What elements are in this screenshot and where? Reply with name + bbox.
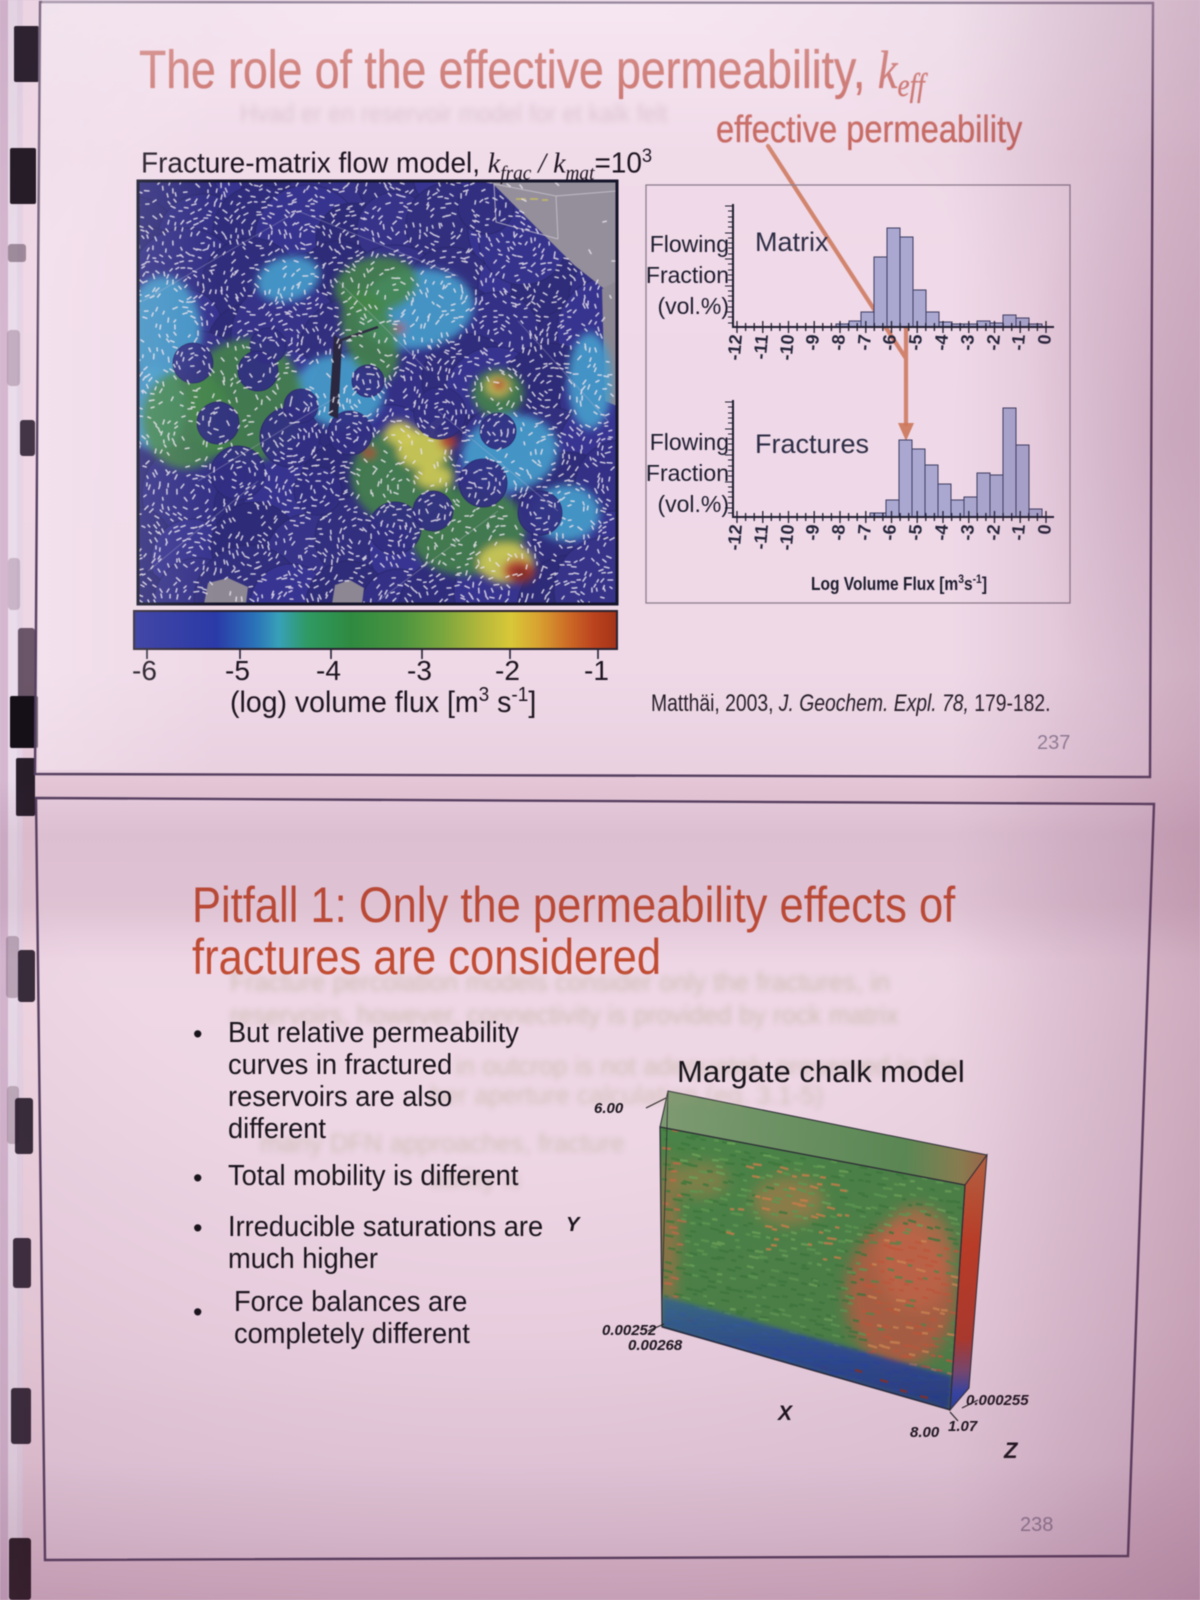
- svg-text:-9: -9: [802, 334, 823, 352]
- svg-text:-2: -2: [983, 334, 1004, 352]
- svg-text:-8: -8: [828, 524, 849, 542]
- svg-text:Flowing: Flowing: [650, 429, 729, 455]
- svg-text:-4: -4: [931, 524, 952, 542]
- svg-text:-10: -10: [776, 524, 798, 552]
- svg-text:-3: -3: [957, 524, 978, 542]
- svg-text:-9: -9: [802, 524, 823, 542]
- svg-text:-1: -1: [1008, 334, 1029, 352]
- svg-text:-12: -12: [724, 334, 746, 362]
- svg-text:0: 0: [1034, 524, 1055, 536]
- svg-text:-6: -6: [879, 334, 900, 352]
- svg-text:-10: -10: [776, 334, 798, 362]
- svg-text:-7: -7: [854, 334, 875, 352]
- svg-text:-8: -8: [828, 334, 849, 352]
- svg-text:-11: -11: [750, 524, 772, 551]
- svg-text:(vol.%): (vol.%): [657, 293, 729, 319]
- svg-text:Fractures: Fractures: [755, 429, 869, 459]
- svg-text:Log Volume Flux [m3s-1]: Log Volume Flux [m3s-1]: [811, 572, 987, 594]
- svg-text:Fraction: Fraction: [646, 460, 729, 486]
- svg-text:-12: -12: [724, 524, 746, 552]
- svg-text:-3: -3: [957, 334, 978, 352]
- svg-text:-5: -5: [905, 334, 926, 352]
- svg-text:Matrix: Matrix: [755, 227, 829, 257]
- svg-text:0: 0: [1034, 334, 1055, 346]
- svg-text:-6: -6: [879, 524, 900, 542]
- svg-text:(vol.%): (vol.%): [657, 491, 729, 517]
- svg-text:-7: -7: [854, 524, 875, 542]
- svg-text:-1: -1: [1008, 524, 1029, 542]
- svg-text:-4: -4: [931, 334, 952, 352]
- svg-text:-11: -11: [750, 334, 772, 361]
- svg-text:Flowing: Flowing: [650, 231, 729, 257]
- svg-text:Fraction: Fraction: [646, 262, 729, 288]
- svg-text:-5: -5: [905, 524, 926, 542]
- svg-text:-2: -2: [983, 524, 1004, 542]
